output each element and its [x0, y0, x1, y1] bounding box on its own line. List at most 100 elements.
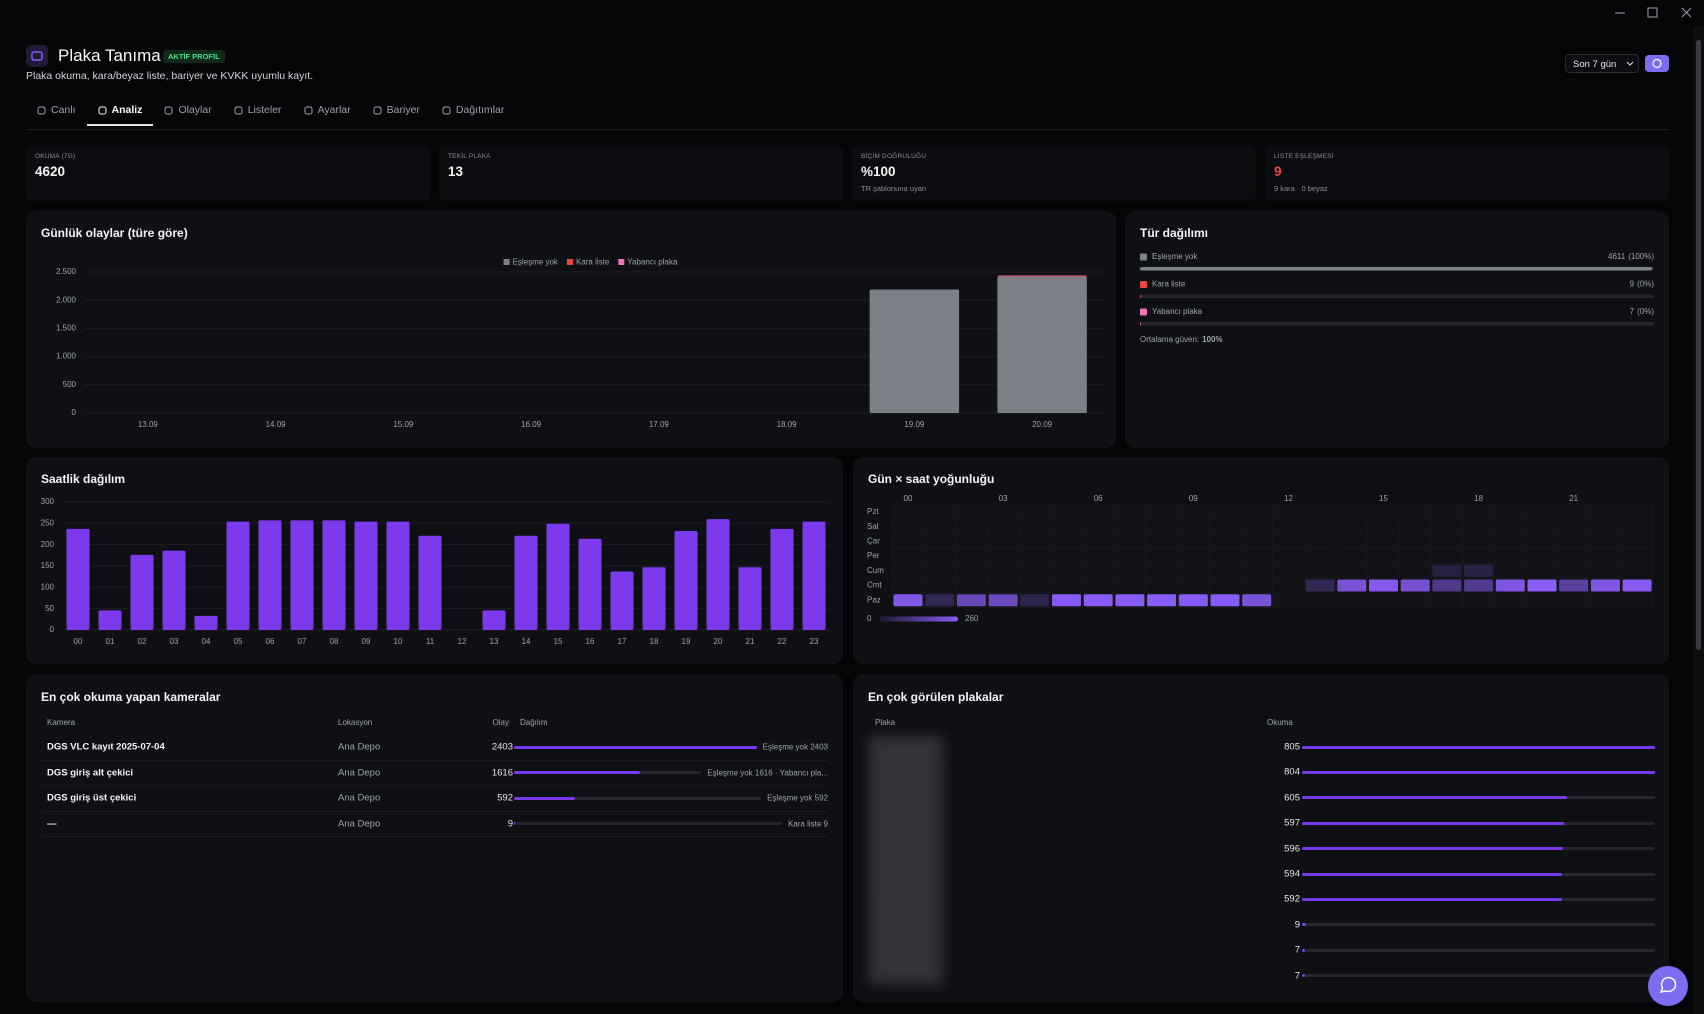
column-label: 00	[904, 494, 913, 503]
bar-track	[1140, 294, 1654, 298]
camera-location: Ana Depo	[338, 792, 381, 804]
y-tick-label: 1.500	[56, 324, 77, 333]
bar	[642, 567, 666, 630]
heat-cell	[1337, 550, 1366, 562]
tab[interactable]: Canlı	[26, 104, 87, 126]
heat-cell	[1020, 521, 1049, 533]
camera-count: 2403	[491, 741, 513, 753]
type-label: Eşleşme yok	[1152, 252, 1198, 261]
maximize[interactable]	[1647, 7, 1658, 18]
x-tick-label: 16.09	[521, 420, 542, 429]
tab[interactable]: Olaylar	[153, 104, 222, 126]
bar	[1140, 267, 1653, 271]
panel-title: En çok görülen plakalar	[868, 690, 1004, 704]
x-tick-label: 15	[554, 637, 563, 646]
row-label: Paz	[867, 595, 881, 604]
bar-track	[1302, 948, 1655, 952]
x-tick-label: 07	[298, 637, 307, 646]
daily-panel: Günlük olaylar (türe göre) 0 500 1.000 1.500…	[26, 211, 1116, 448]
plate-blur	[869, 736, 943, 984]
heat-cell	[1400, 579, 1430, 592]
plate-panel: En çok görülen plakalar Plaka Okuma 805 804 6…	[853, 674, 1669, 1002]
icon-shape	[442, 106, 451, 114]
heatmap-panel: Gün × saat yoğunluğu 00 03 06 09 12 15 18 21 Pzt S…	[853, 457, 1669, 664]
camera-location: Ana Depo	[338, 741, 381, 753]
heat-cell	[1052, 550, 1081, 562]
heat-cell	[1591, 550, 1620, 562]
tab[interactable]: Dağıtımlar	[431, 104, 515, 126]
heat-cell	[1242, 535, 1271, 547]
x-tick-label: 05	[234, 637, 243, 646]
heat-cell	[1527, 579, 1557, 592]
legend-label: Eşleşme yok	[513, 258, 559, 267]
x-tick-label: 15.09	[393, 420, 414, 429]
page-title: Plaka Tanıma	[58, 46, 161, 65]
heat-cell	[894, 506, 923, 518]
heat-cell	[1274, 535, 1303, 547]
heat-cell	[1115, 506, 1144, 518]
tab-icon	[304, 106, 313, 114]
tab[interactable]: Analiz	[86, 104, 154, 126]
heat-cell	[1496, 550, 1525, 562]
stat-label: OKUMA (7G)	[35, 153, 76, 160]
x-tick-label: 06	[266, 637, 275, 646]
bar	[514, 822, 515, 825]
heat-cell	[1528, 594, 1557, 606]
stat-card: OKUMA (7G) 4620	[26, 145, 430, 201]
heat-cell	[1084, 550, 1113, 562]
x-tick-label: 12	[458, 637, 467, 646]
heat-cell	[1432, 521, 1461, 533]
heat-cell	[989, 521, 1018, 533]
heat-cell	[1147, 535, 1176, 547]
column-label: 21	[1569, 494, 1578, 503]
bar-track	[1140, 322, 1654, 326]
stat-label: LİSTE EŞLEŞMESİ	[1274, 153, 1334, 160]
x-tick-label: 17	[618, 637, 627, 646]
heat-cell	[988, 594, 1018, 607]
camera-name: DGS giriş üst çekici	[47, 792, 137, 804]
heat-cell	[1242, 521, 1271, 533]
legend-label: Kara liste	[576, 258, 610, 267]
tab-label: Bariyer	[386, 104, 420, 116]
heat-cell	[925, 565, 954, 577]
icon-shape	[98, 106, 107, 114]
bar	[514, 535, 538, 630]
y-tick-label: 100	[41, 582, 55, 591]
x-tick-label: 16	[586, 637, 595, 646]
heat-cell	[1623, 550, 1652, 562]
stat-note: 9 kara · 0 beyaz	[1274, 184, 1328, 193]
scroll-thumb[interactable]	[1696, 40, 1701, 650]
icon-shape	[37, 106, 46, 114]
column-header: Okuma	[1267, 718, 1293, 727]
x-tick-label: 20	[714, 637, 723, 646]
column-label: 09	[1189, 494, 1198, 503]
x-tick-label: 14.09	[266, 420, 287, 429]
camera-breakdown: Eşleşme yok 2403	[762, 742, 828, 752]
row-separator	[41, 810, 828, 812]
heat-cell	[894, 535, 923, 547]
heat-cell	[1242, 580, 1271, 592]
swatch	[1140, 253, 1147, 261]
chat-button[interactable]	[1648, 966, 1688, 1006]
tab[interactable]: Listeler	[223, 104, 293, 126]
close[interactable]	[1681, 7, 1692, 18]
tab[interactable]: Bariyer	[362, 104, 431, 126]
heat-cell	[1147, 506, 1176, 518]
y-tick-label: 500	[63, 380, 77, 389]
legend: Eşleşme yok Kara liste Yabancı plaka	[503, 258, 678, 267]
heat-cell	[1179, 535, 1208, 547]
bar	[1302, 821, 1564, 825]
heat-cell	[1337, 565, 1366, 577]
heat-cell	[1147, 565, 1176, 577]
heat-cell	[1432, 550, 1461, 562]
heat-cell	[1210, 594, 1240, 607]
heat-cell	[1179, 565, 1208, 577]
row-label: Pzt	[867, 507, 879, 516]
tab[interactable]: Ayarlar	[293, 104, 362, 126]
range-select[interactable]: Son 7 gün	[1565, 54, 1639, 73]
refresh-button[interactable]	[1645, 55, 1669, 72]
scrollbar[interactable]	[1693, 26, 1704, 1014]
column-header: Lokasyon	[338, 718, 373, 727]
bar	[997, 276, 1087, 413]
